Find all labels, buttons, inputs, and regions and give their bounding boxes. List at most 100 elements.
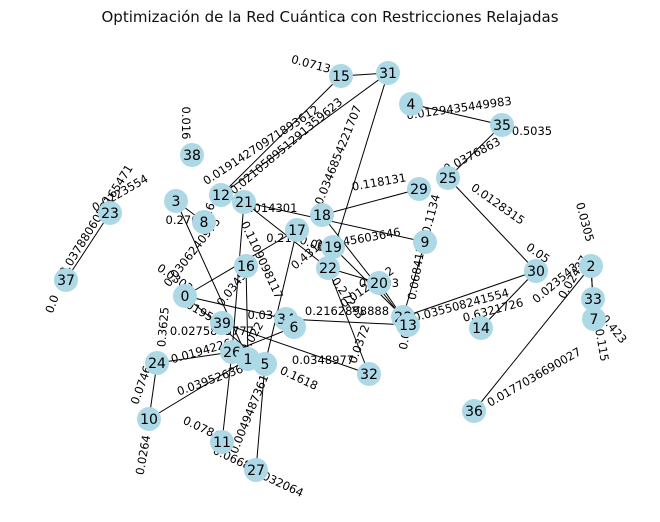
edge-label: 0.034 <box>248 308 281 322</box>
node-label: 21 <box>235 195 253 211</box>
node-22: 22 <box>316 256 340 280</box>
node-circle <box>137 407 161 431</box>
node-14: 14 <box>469 316 493 340</box>
node-16: 16 <box>234 254 258 278</box>
node-35: 35 <box>490 113 514 137</box>
node-label: 8 <box>200 215 209 231</box>
node-label: 24 <box>148 356 166 372</box>
node-33: 33 <box>581 287 605 311</box>
edge-label: 0.016 <box>179 107 193 140</box>
edge-label: 0.0177036690027 <box>485 344 584 409</box>
edge-22-32 <box>327 267 370 375</box>
node-30: 30 <box>524 259 548 283</box>
node-39: 39 <box>210 311 234 335</box>
node-circle <box>98 201 122 225</box>
node-7: 7 <box>582 307 606 331</box>
node-15: 15 <box>329 64 353 88</box>
node-label: 30 <box>527 264 545 280</box>
node-circle <box>321 235 345 259</box>
node-circle <box>282 315 306 339</box>
edge-30-14 <box>480 270 537 329</box>
edge-label: 0.0348977 <box>292 353 354 367</box>
node-circle <box>285 218 309 242</box>
node-label: 23 <box>101 206 119 222</box>
node-label: 14 <box>472 321 490 337</box>
edge-39-32 <box>221 322 370 375</box>
edge-12-31 <box>220 72 389 196</box>
node-12: 12 <box>209 183 233 207</box>
edge-label: 0.0713 <box>290 52 333 76</box>
edge-21-9 <box>243 201 426 243</box>
node-label: 31 <box>379 66 397 82</box>
edge-5-27 <box>255 363 266 471</box>
node-label: 9 <box>421 235 430 251</box>
node-circle <box>310 203 334 227</box>
node-6: 6 <box>282 315 306 339</box>
edge-16-1 <box>245 265 249 360</box>
edge-label: 0.2162898888 <box>305 304 389 318</box>
edge-35-25 <box>447 124 503 179</box>
node-label: 37 <box>57 273 75 289</box>
node-label: 29 <box>410 182 428 198</box>
node-8: 8 <box>192 210 216 234</box>
node-circle <box>357 362 381 386</box>
edge-26-11 <box>221 351 233 443</box>
edge-label: 0.03952636 <box>175 362 245 399</box>
edge-17-5 <box>264 229 298 365</box>
edge-30-28 <box>402 270 537 318</box>
node-circle <box>469 316 493 340</box>
node-25: 25 <box>436 166 460 190</box>
node-5: 5 <box>253 352 277 376</box>
node-label: 6 <box>290 320 299 336</box>
node-label: 7 <box>590 312 599 328</box>
node-23: 23 <box>98 201 122 225</box>
node-circle <box>173 284 197 308</box>
edge-label: 0.0378806052165471 <box>56 162 136 278</box>
node-circle <box>579 254 603 278</box>
node-label: 35 <box>493 118 511 134</box>
edge-1-10 <box>148 358 249 420</box>
node-20: 20 <box>367 271 391 295</box>
edge-18-13 <box>321 214 409 326</box>
edge-2-36 <box>473 265 592 412</box>
node-label: 1 <box>244 352 253 368</box>
node-27: 27 <box>244 458 268 482</box>
node-circle <box>329 64 353 88</box>
node-circle <box>210 311 234 335</box>
node-label: 17 <box>288 223 306 239</box>
node-label: 3 <box>172 194 181 210</box>
edge-label: 0.0305 <box>573 201 597 244</box>
edge-label: 0.115 <box>592 328 612 363</box>
node-label: 2 <box>587 259 596 275</box>
edge-23-37 <box>65 212 111 281</box>
edge-24-26 <box>156 351 233 364</box>
node-label: 32 <box>360 367 378 383</box>
node-circle <box>376 61 400 85</box>
node-label: 0 <box>181 289 190 305</box>
node-circle <box>399 92 423 116</box>
node-29: 29 <box>407 177 431 201</box>
node-36: 36 <box>462 399 486 423</box>
node-label: 22 <box>319 261 337 277</box>
node-24: 24 <box>145 351 169 375</box>
node-32: 32 <box>357 362 381 386</box>
edge-label: 0.1618 <box>278 363 320 393</box>
node-11: 11 <box>210 430 234 454</box>
node-circle <box>232 190 256 214</box>
node-4: 4 <box>399 92 423 116</box>
edge-4-35 <box>410 103 503 126</box>
node-circle <box>210 430 234 454</box>
node-circle <box>407 177 431 201</box>
node-21: 21 <box>232 190 256 214</box>
edge-0-34 <box>184 295 287 320</box>
node-label: 25 <box>439 171 457 187</box>
node-10: 10 <box>137 407 161 431</box>
edge-label: 0.0264 <box>133 434 154 476</box>
node-label: 20 <box>370 276 388 292</box>
node-circle <box>490 113 514 137</box>
edge-label: 0.5035 <box>512 124 552 138</box>
node-9: 9 <box>413 230 437 254</box>
